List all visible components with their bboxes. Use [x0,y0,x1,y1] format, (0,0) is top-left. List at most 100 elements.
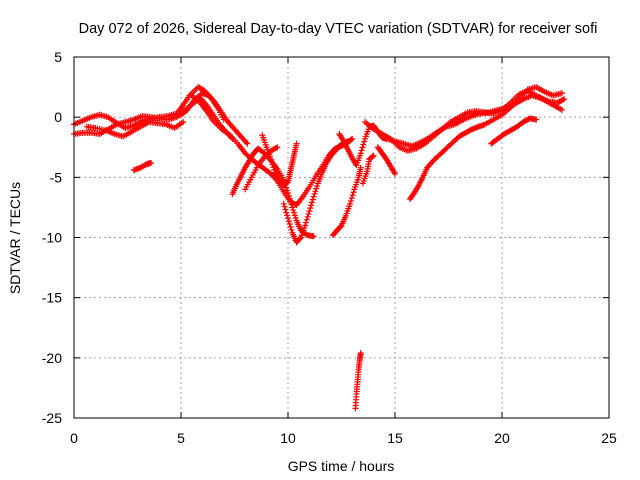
data-point [292,215,299,222]
series-arc-13 [359,152,377,187]
x-tick-label: 10 [280,430,296,446]
data-point [269,161,276,168]
data-point [290,207,297,214]
data-point [348,195,355,202]
data-point [273,144,280,151]
data-point [347,197,354,204]
x-tick-label: 25 [601,430,617,446]
data-point [307,205,314,212]
data-point [285,215,291,222]
series-arc-3 [83,118,187,140]
chart-title: Day 072 of 2026, Sidereal Day-to-day VTE… [79,21,598,37]
x-tick-label: 15 [387,430,403,446]
series-arc-15 [488,115,540,147]
data-point [288,226,295,233]
data-point [291,212,298,219]
data-point [304,213,311,220]
y-tick-label: 0 [54,109,62,125]
grid-lines [74,57,609,418]
data-point [310,193,317,200]
data-point [290,209,297,216]
x-axis-label: GPS time / hours [288,458,395,474]
data-point [286,195,293,202]
data-point [302,219,309,226]
data-point [361,138,368,145]
data-point [349,135,356,142]
data-point [357,350,364,357]
plot-frame [73,56,610,419]
data-point [312,188,319,195]
data-point [561,96,568,103]
data-point [280,200,287,207]
data-point [267,156,274,163]
data-point [270,164,277,171]
data-point [369,153,376,160]
data-point [558,90,565,97]
data-point [370,152,377,159]
data-point [289,204,296,211]
y-tick-label: -20 [42,350,62,366]
data-point [180,118,187,125]
series-arc-4 [130,159,155,174]
y-axis-label: SDTVAR / TECUs [7,182,23,294]
data-point [244,140,251,147]
data-point [282,206,289,213]
data-point [305,210,312,217]
data-point [274,144,281,151]
data-point [310,233,317,240]
data-point [347,200,354,207]
data-point [392,170,398,177]
data-point [313,185,320,192]
data-point [309,196,316,203]
series-arc-8 [259,132,300,188]
data-point [287,198,294,205]
series-arc-16 [352,350,364,412]
data-point [311,190,318,197]
data-point [271,166,278,173]
data-point [357,164,364,171]
y-tick-label: 5 [54,49,62,65]
y-tick-label: -25 [42,410,62,426]
x-tick-label: 0 [70,430,78,446]
data-point [296,235,303,242]
series-arc-18 [178,90,251,147]
data-point [357,150,364,157]
data-point [558,106,565,113]
data-point [285,192,292,199]
data-point [283,209,290,216]
data-point [360,141,367,148]
data-point [308,199,315,206]
y-tick-label: -10 [42,230,62,246]
data-points [71,84,568,412]
data-point [359,144,366,151]
series-arc-14 [406,84,565,202]
x-tick-label: 5 [177,430,185,446]
data-point [287,223,294,230]
axis-ticks: 0 5 10 15 20 25 5 0 -5 -10 -15 -20 -25 [42,49,617,446]
data-point [350,189,357,196]
series-arc-9 [329,164,364,239]
data-point [303,216,310,223]
data-point [348,136,355,143]
data-point [349,192,356,199]
x-tick-label: 20 [494,430,510,446]
data-point [302,222,309,229]
data-point [314,182,321,189]
data-point [285,189,291,196]
data-point [285,218,292,225]
data-point [281,203,288,210]
data-point [148,159,155,166]
data-point [288,201,295,208]
data-point [268,158,275,165]
data-point [293,140,300,147]
data-point [286,221,293,228]
data-point [559,96,566,103]
data-point [533,116,540,123]
data-point [284,212,291,219]
data-point [358,147,365,154]
data-point [308,202,315,209]
series-arc-17 [242,144,281,193]
data-point [306,208,313,215]
data-point [284,187,291,194]
